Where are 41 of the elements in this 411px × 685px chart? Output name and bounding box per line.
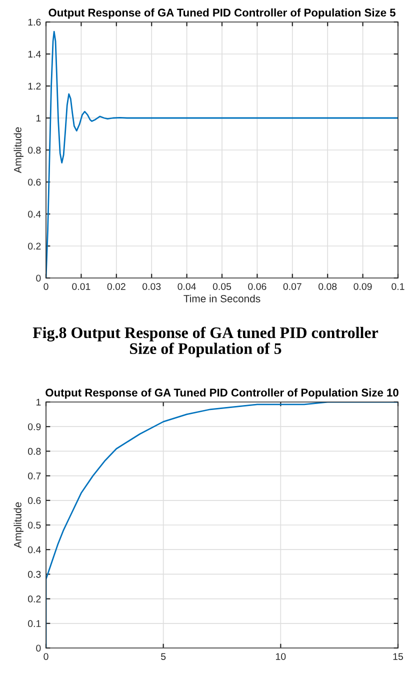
- y-tick-label: 0: [36, 274, 41, 282]
- y-tick-label: 0.7: [28, 472, 41, 480]
- y-axis-title: Amplitude: [14, 502, 24, 548]
- y-axis-title: Amplitude: [14, 127, 24, 174]
- y-tick-label: 0: [36, 644, 41, 652]
- y-tick-label: 0.8: [28, 448, 41, 455]
- y-tick-label: 1.6: [28, 18, 41, 26]
- x-tick-label: 0.07: [283, 283, 302, 290]
- y-tick-label: 1: [36, 398, 41, 406]
- x-tick-label: 0: [44, 653, 48, 660]
- x-tick-label: 0: [44, 283, 48, 290]
- x-tick-label: 0.08: [318, 283, 337, 290]
- chart-title: Output Response of GA Tuned PID Controller of Population Size 5: [48, 8, 396, 19]
- x-tick-label: 0.01: [72, 283, 90, 290]
- x-tick-label: 0.06: [248, 283, 266, 290]
- x-tick-label: 0.05: [212, 283, 232, 290]
- caption: Fig.8 Output Response of GA tuned PID controller Size of Population of 5: [32, 326, 378, 358]
- y-tick-label: 0.5: [28, 522, 41, 529]
- x-tick-label: 0.03: [142, 283, 161, 290]
- y-tick-label: 0.4: [28, 546, 41, 554]
- x-tick-label: 0.02: [107, 283, 126, 290]
- y-tick-label: 0.9: [28, 423, 41, 430]
- y-tick-label: 0.3: [28, 570, 41, 578]
- x-tick-label: 0.1: [392, 283, 404, 290]
- x-axis-title: Time in Seconds: [184, 294, 260, 302]
- y-tick-label: 1: [36, 114, 41, 122]
- y-tick-label: 1.4: [28, 50, 41, 58]
- chart-title: Output Response of GA Tuned PID Controller of Population Size 10: [46, 388, 398, 399]
- y-tick-label: 0.6: [28, 178, 41, 186]
- x-tick-label: 5: [161, 653, 166, 660]
- y-tick-label: 0.2: [28, 596, 41, 602]
- y-tick-label: 0.6: [28, 497, 41, 504]
- y-tick-label: 0.1: [28, 620, 41, 628]
- y-tick-label: 0.4: [28, 210, 41, 218]
- x-tick-label: 0.09: [354, 283, 372, 290]
- y-tick-label: 0.8: [28, 146, 41, 154]
- y-tick-label: 0.2: [28, 242, 41, 250]
- y-tick-label: 1.2: [28, 82, 41, 90]
- x-tick-label: 15: [393, 653, 403, 660]
- x-tick-label: 10: [276, 653, 286, 660]
- x-tick-label: 0.04: [178, 283, 196, 290]
